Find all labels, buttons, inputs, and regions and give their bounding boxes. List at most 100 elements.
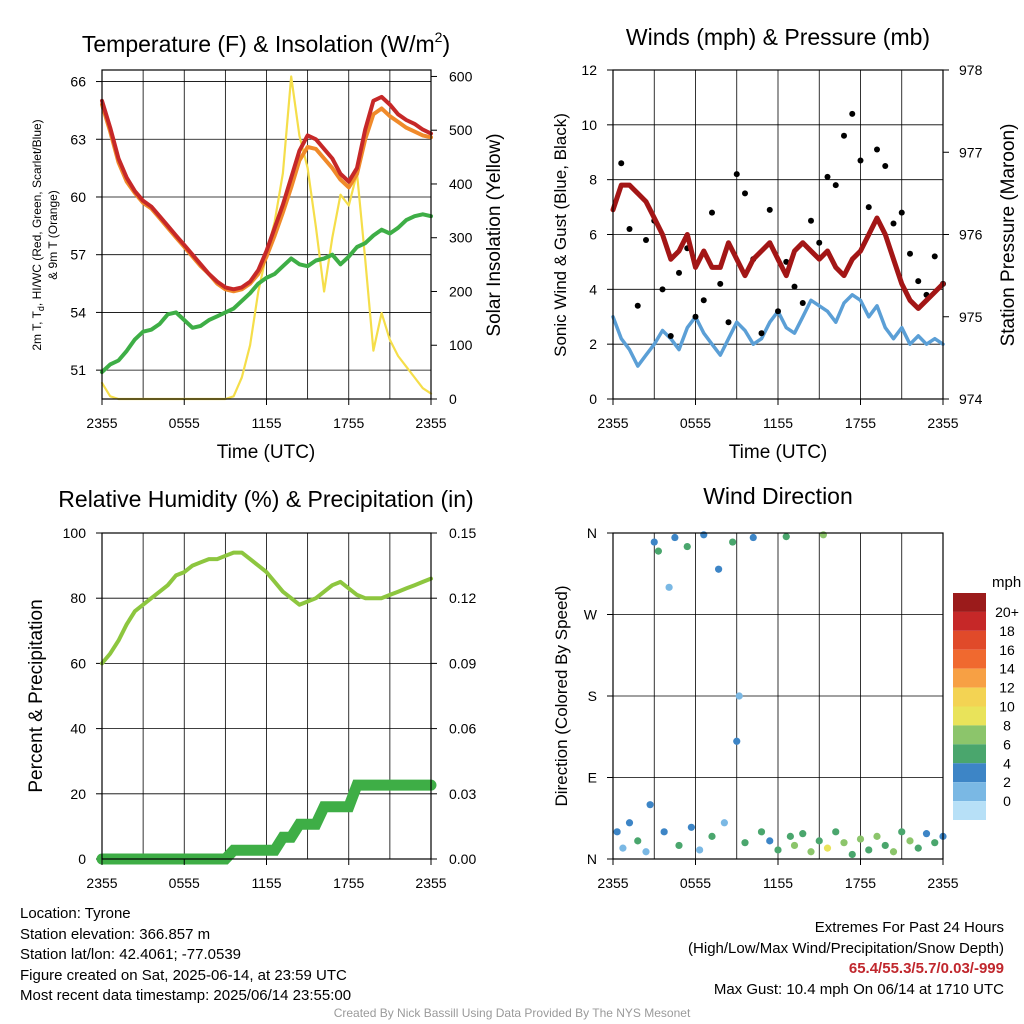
insolation-ytick-label: 200 [449,283,473,299]
extremes-fields: (High/Low/Max Wind/Precipitation/Snow De… [688,939,1004,957]
wind-xtick-label: 2355 [927,415,958,431]
figure-created: Figure created on Sat, 2025-06-14, at 23… [20,966,347,984]
direction-point [931,839,939,847]
legend-swatch [953,668,986,688]
direction-point [786,832,794,840]
gust-point [915,278,922,285]
rh-xtick-label: 1155 [251,875,281,891]
rh-ytick-label: 80 [70,590,86,606]
wind-ytick-label: 2 [589,336,597,352]
legend-label: 6 [1003,736,1011,752]
dir-ylabel: Direction (Colored By Speed) [552,585,571,806]
dir-xtick-label: 2355 [597,875,628,891]
insolation-ytick-label: 600 [449,68,473,84]
precip-ytick-label: 0.12 [449,590,476,606]
temp-xtick-label: 1755 [333,415,364,431]
legend-swatch [953,630,986,650]
insolation-ytick-label: 500 [449,122,473,138]
direction-point [675,841,683,850]
gust-point [841,132,847,139]
dir-xtick-label: 2355 [927,875,958,891]
direction-point [660,828,668,836]
rh-ytick-label: 20 [70,786,86,802]
gust-point [890,220,897,227]
direction-point [625,819,634,827]
temp-xlabel: Time (UTC) [217,442,316,463]
gust-point [692,313,699,320]
legend-label: 16 [999,642,1015,658]
gust-point [643,236,649,243]
temp-title-sup: 2 [435,29,443,45]
gust-point [849,110,856,117]
direction-point [735,692,743,700]
gust-point [874,146,880,153]
gust-point [808,217,814,224]
gust-point [898,209,905,216]
direction-point [619,844,627,852]
gust-point [857,157,864,164]
rh-title: Relative Humidity (%) & Precipitation (i… [58,486,473,512]
precip-ytick-label: 0.00 [449,851,476,867]
pressure-line [610,182,946,311]
temp-ylabel-text-end: , HI/WC (Red, Green, Scarlet/Blue) [30,119,44,306]
gust-point [618,160,625,167]
rh-xtick-label: 1755 [333,875,364,891]
insolation-ytick-label: 300 [449,230,473,246]
gust-point [733,171,740,178]
pressure-ytick-label: 977 [959,144,983,160]
max-gust: Max Gust: 10.4 mph On 06/14 at 1710 UTC [713,980,1004,998]
temp-xtick-label: 1155 [251,415,281,431]
humidity-line [100,550,433,666]
temp-ytick-label: 57 [70,247,86,263]
wind-ytick-label: 6 [589,227,597,243]
station-elevation: Station elevation: 366.857 m [20,925,211,943]
gust-point [667,332,674,339]
direction-point [715,565,723,573]
gust-point [700,297,707,304]
direction-point [687,823,695,831]
gust-point [742,190,748,197]
legend-swatch [953,649,986,669]
temp-ylabel-sub: d [36,306,46,311]
direction-point [799,830,807,838]
direction-point [914,844,922,852]
dir-xtick-label: 0555 [680,875,711,891]
wind-xtick-label: 0555 [680,415,711,431]
gust-point [758,330,765,337]
direction-point [671,533,679,542]
wind-xtick-label: 2355 [597,415,628,431]
temp-xtick-label: 2355 [86,415,117,431]
pressure-ytick-label: 976 [959,227,983,243]
direction-point [749,533,757,542]
temperature-line [100,94,433,292]
gust-point [882,162,889,169]
legend-label: 20+ [995,604,1019,620]
dewpoint-line [100,212,433,375]
direction-point [832,828,840,836]
rh-grid [101,533,432,859]
legend-swatch [953,744,986,764]
legend-swatch [953,611,986,631]
rh-ytick-label: 100 [63,525,87,541]
direction-point [865,846,873,854]
direction-point [646,801,654,809]
direction-point [840,839,848,847]
rh-xtick-label: 0555 [169,875,200,891]
direction-point [881,841,889,850]
temp-xtick-label: 0555 [169,415,200,431]
direction-point [654,547,662,555]
legend-label: 0 [1003,793,1011,809]
direction-point [889,848,898,856]
extremes-values: 65.4/55.3/5.7/0.03/-999 [848,960,1004,977]
dir-title: Wind Direction [703,483,853,509]
direction-point [782,533,790,541]
pressure-ytick-label: 975 [959,309,983,325]
rh-xtick-label: 2355 [86,875,117,891]
temp-title-end: ) [442,31,450,57]
gust-point [907,250,913,257]
gust-point [717,280,724,287]
gust-point [824,173,831,180]
direction-point [873,832,881,840]
station-location: Location: Tyrone [20,905,131,922]
